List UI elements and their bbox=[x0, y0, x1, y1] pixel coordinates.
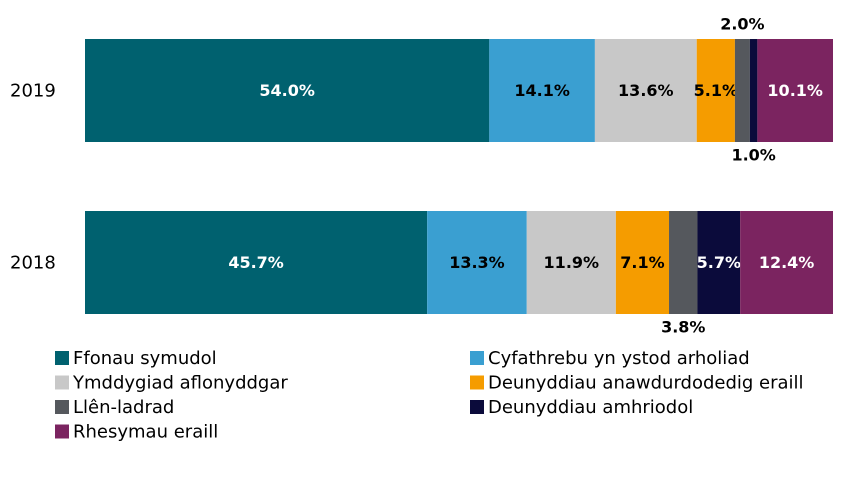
value-label: 11.9% bbox=[544, 253, 600, 272]
legend-swatch bbox=[55, 424, 69, 439]
bar-segment bbox=[734, 39, 750, 142]
legend-label: Cyfathrebu yn ystod arholiad bbox=[488, 348, 750, 369]
bar-segment bbox=[697, 211, 741, 314]
bar-segment bbox=[526, 211, 616, 314]
value-label: 1.0% bbox=[731, 146, 775, 165]
bar-segment bbox=[85, 39, 490, 142]
value-label: 45.7% bbox=[228, 253, 284, 272]
value-label: 13.3% bbox=[449, 253, 505, 272]
legend-label: Deunyddiau anawdurdodedig eraill bbox=[488, 373, 804, 394]
value-label: 7.1% bbox=[620, 253, 664, 272]
bar-segment bbox=[740, 211, 833, 314]
legend-swatch bbox=[470, 400, 484, 414]
value-label: 12.4% bbox=[759, 253, 815, 272]
legend-label: Deunyddiau amhriodol bbox=[488, 397, 693, 418]
value-label: 3.8% bbox=[661, 318, 705, 337]
legend-swatch bbox=[55, 351, 69, 365]
bar-segment bbox=[489, 39, 595, 142]
legend-swatch bbox=[55, 400, 69, 414]
bar-segment bbox=[757, 39, 833, 142]
bar-segment bbox=[594, 39, 697, 142]
value-label: 14.1% bbox=[514, 81, 570, 100]
value-label: 54.0% bbox=[259, 81, 315, 100]
category-label: 2019 bbox=[10, 81, 56, 102]
bar-segment bbox=[85, 211, 428, 314]
legend-label: Ffonau symudol bbox=[73, 348, 217, 369]
bar-segment bbox=[749, 39, 758, 142]
value-label: 5.1% bbox=[694, 81, 738, 100]
bar-segment bbox=[696, 39, 735, 142]
bar-segment bbox=[427, 211, 527, 314]
value-label: 10.1% bbox=[767, 81, 823, 100]
legend-label: Ymddygiad aflonyddgar bbox=[72, 373, 288, 394]
value-label: 2.0% bbox=[720, 15, 764, 34]
legend-label: Rhesymau eraill bbox=[73, 422, 218, 443]
bar-segment bbox=[669, 211, 698, 314]
legend-label: Llên-ladrad bbox=[73, 397, 174, 418]
value-label: 5.7% bbox=[697, 253, 741, 272]
legend-swatch bbox=[55, 375, 69, 390]
legend-swatch bbox=[470, 351, 484, 365]
value-label: 13.6% bbox=[618, 81, 674, 100]
bar-segment bbox=[615, 211, 670, 314]
category-label: 2018 bbox=[10, 253, 56, 274]
legend-swatch bbox=[470, 375, 484, 390]
